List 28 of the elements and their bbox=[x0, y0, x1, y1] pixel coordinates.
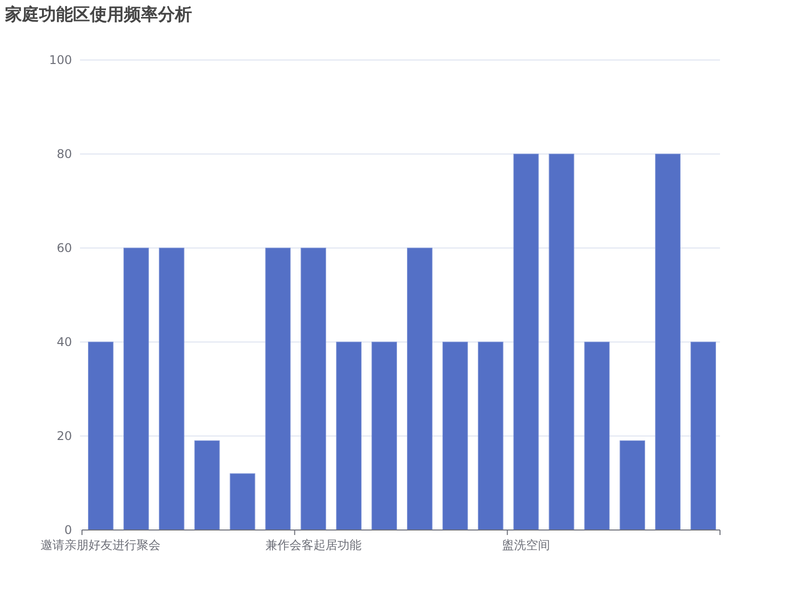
bar bbox=[265, 248, 291, 530]
bar bbox=[620, 440, 646, 530]
bar bbox=[478, 342, 504, 530]
bar bbox=[655, 154, 681, 530]
y-tick-label: 80 bbox=[56, 146, 72, 161]
bar bbox=[372, 342, 397, 530]
y-tick-label: 100 bbox=[49, 52, 72, 67]
bar bbox=[336, 342, 362, 530]
x-tick-label: 兼作会客起居功能 bbox=[265, 538, 362, 552]
y-tick-label: 40 bbox=[56, 334, 72, 349]
bar bbox=[442, 342, 468, 530]
bar bbox=[690, 342, 716, 530]
bar bbox=[123, 248, 149, 530]
y-tick-label: 0 bbox=[64, 522, 72, 537]
bar bbox=[584, 342, 610, 530]
y-tick-label: 20 bbox=[56, 428, 72, 443]
y-tick-label: 60 bbox=[56, 240, 72, 255]
bar bbox=[158, 248, 184, 530]
bar bbox=[513, 154, 539, 530]
bar bbox=[548, 154, 574, 530]
bar bbox=[230, 473, 256, 530]
bar bbox=[407, 248, 432, 530]
bar bbox=[194, 440, 220, 530]
x-tick-label: 邀请亲朋好友进行聚会 bbox=[40, 538, 161, 552]
x-tick-label: 盥洗空间 bbox=[502, 538, 550, 552]
chart-title: 家庭功能区使用频率分析 bbox=[4, 5, 192, 25]
bar bbox=[88, 342, 114, 530]
bar bbox=[300, 248, 326, 530]
